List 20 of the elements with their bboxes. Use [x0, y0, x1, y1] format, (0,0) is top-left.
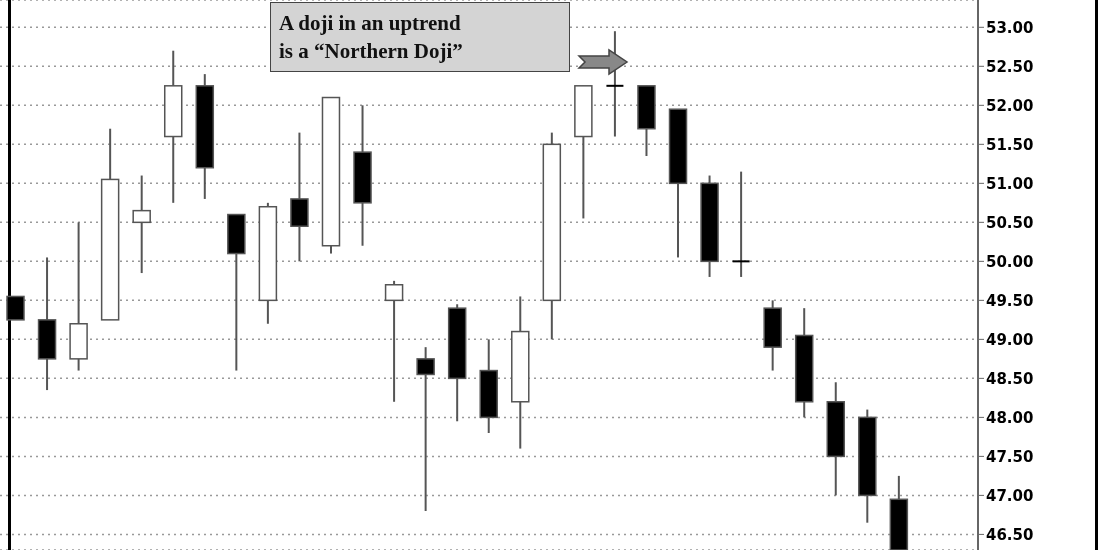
y-tick-label: 51.50	[986, 135, 1034, 154]
y-tick-label: 50.00	[986, 252, 1034, 271]
callout-box: A doji in an uptrend is a “Northern Doji”	[270, 2, 570, 72]
y-tick-label: 51.00	[986, 174, 1034, 193]
y-tick-label: 52.00	[986, 96, 1034, 115]
y-tick-label: 52.50	[986, 57, 1034, 76]
y-tick-label: 53.00	[986, 18, 1034, 37]
y-tick-label: 49.50	[986, 291, 1034, 310]
y-tick-label: 47.50	[986, 447, 1034, 466]
candlestick	[6, 295, 25, 321]
y-tick-label: 46.50	[986, 525, 1034, 544]
candlestick	[731, 170, 751, 278]
y-tick-label: 47.00	[986, 486, 1034, 505]
candlestick	[416, 346, 435, 512]
y-tick-label: 49.00	[986, 330, 1034, 349]
candlestick	[132, 174, 151, 275]
y-tick-label: 48.50	[986, 369, 1034, 388]
y-tick-label: 50.50	[986, 213, 1034, 232]
candlestick	[384, 279, 404, 403]
y-tick-label: 48.00	[986, 408, 1034, 427]
